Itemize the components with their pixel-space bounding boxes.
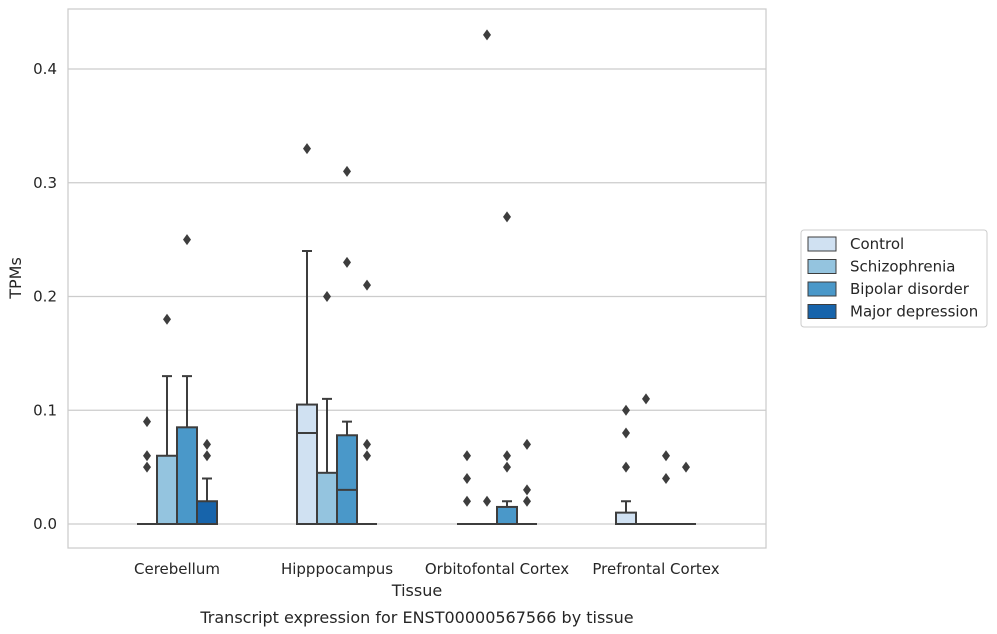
box-group [615,404,637,525]
outlier-point [363,450,371,462]
box [496,505,518,525]
outlier-point [503,461,511,473]
outlier-point [682,461,690,473]
y-tick-label: 0.0 [33,515,57,533]
box [615,511,637,525]
box-group [336,165,358,525]
x-tick-label: Prefrontal Cortex [592,560,719,578]
x-tick-label: Orbitofontal Cortex [425,560,569,578]
box [196,500,218,525]
y-axis-label: TPMs [6,257,25,300]
outlier-point [523,484,531,496]
legend-item: Control [807,235,904,253]
box-groups [137,29,696,525]
outlier-point [143,416,151,428]
outlier-point [662,473,670,484]
outlier-point [622,404,630,416]
outlier-point [143,461,151,473]
box [296,403,318,525]
x-tick-labels: Cerebellum Hipppocampus Orbitofontal Corte… [134,560,720,578]
y-tick-label: 0.1 [33,401,57,419]
y-tick-label: 0.3 [33,174,57,192]
outlier-point [642,393,650,405]
box-group [156,313,178,525]
legend-swatch [807,259,837,274]
box-group [457,450,477,525]
y-tick-labels: 0.0 0.1 0.2 0.3 0.4 [33,60,57,533]
outlier-point [323,291,331,302]
plot-area-frame [67,8,767,549]
box-group [137,416,157,525]
box [156,454,178,525]
outlier-point [523,438,531,450]
outlier-point [622,427,630,439]
box [176,426,198,525]
outlier-point [662,450,670,462]
legend-frame [800,229,988,328]
legend: Control Schizophrenia Bipolar disorder Majo… [800,229,988,328]
x-tick-label: Cerebellum [134,560,220,578]
outlier-point [163,313,171,325]
legend-item: Schizophrenia [807,258,955,276]
box-group [517,438,537,525]
outlier-point [343,256,351,268]
outlier-point [463,473,471,484]
outlier-point [463,495,471,507]
outlier-point [203,438,211,450]
outlier-point [483,29,491,41]
outlier-point [503,450,511,462]
box [316,471,338,525]
outlier-point [463,450,471,462]
outlier-point [622,461,630,473]
legend-label: Control [850,235,904,253]
y-tick-label: 0.4 [33,60,57,78]
legend-swatch [807,304,837,319]
box-group [496,211,518,525]
box-group [676,461,696,525]
box-group [656,450,676,525]
legend-item: Major depression [807,303,978,321]
legend-swatch [807,236,837,252]
x-axis-label: Tissue [391,581,442,600]
outlier-point [483,495,491,507]
legend-label: Bipolar disorder [850,280,970,298]
legend-item: Bipolar disorder [807,280,970,298]
outlier-point [363,438,371,450]
outlier-point [343,165,351,177]
outlier-point [503,211,511,223]
box-group [196,438,218,525]
legend-label: Schizophrenia [850,258,955,276]
outlier-point [303,143,311,155]
box-group [477,29,497,525]
legend-swatch [807,281,837,297]
y-tick-label: 0.2 [33,288,57,306]
box-group [176,234,198,525]
outlier-point [143,450,151,462]
outlier-point [363,279,371,291]
outlier-point [523,495,531,507]
outlier-point [183,234,191,246]
legend-label: Major depression [850,303,978,321]
box-group [316,291,338,525]
box-group [357,279,377,525]
box-group [636,393,656,525]
box-group [296,143,318,525]
outlier-point [203,450,211,462]
box [336,434,358,525]
x-tick-label: Hipppocampus [281,560,393,578]
chart-caption: Transcript expression for ENST0000056756… [199,608,633,627]
